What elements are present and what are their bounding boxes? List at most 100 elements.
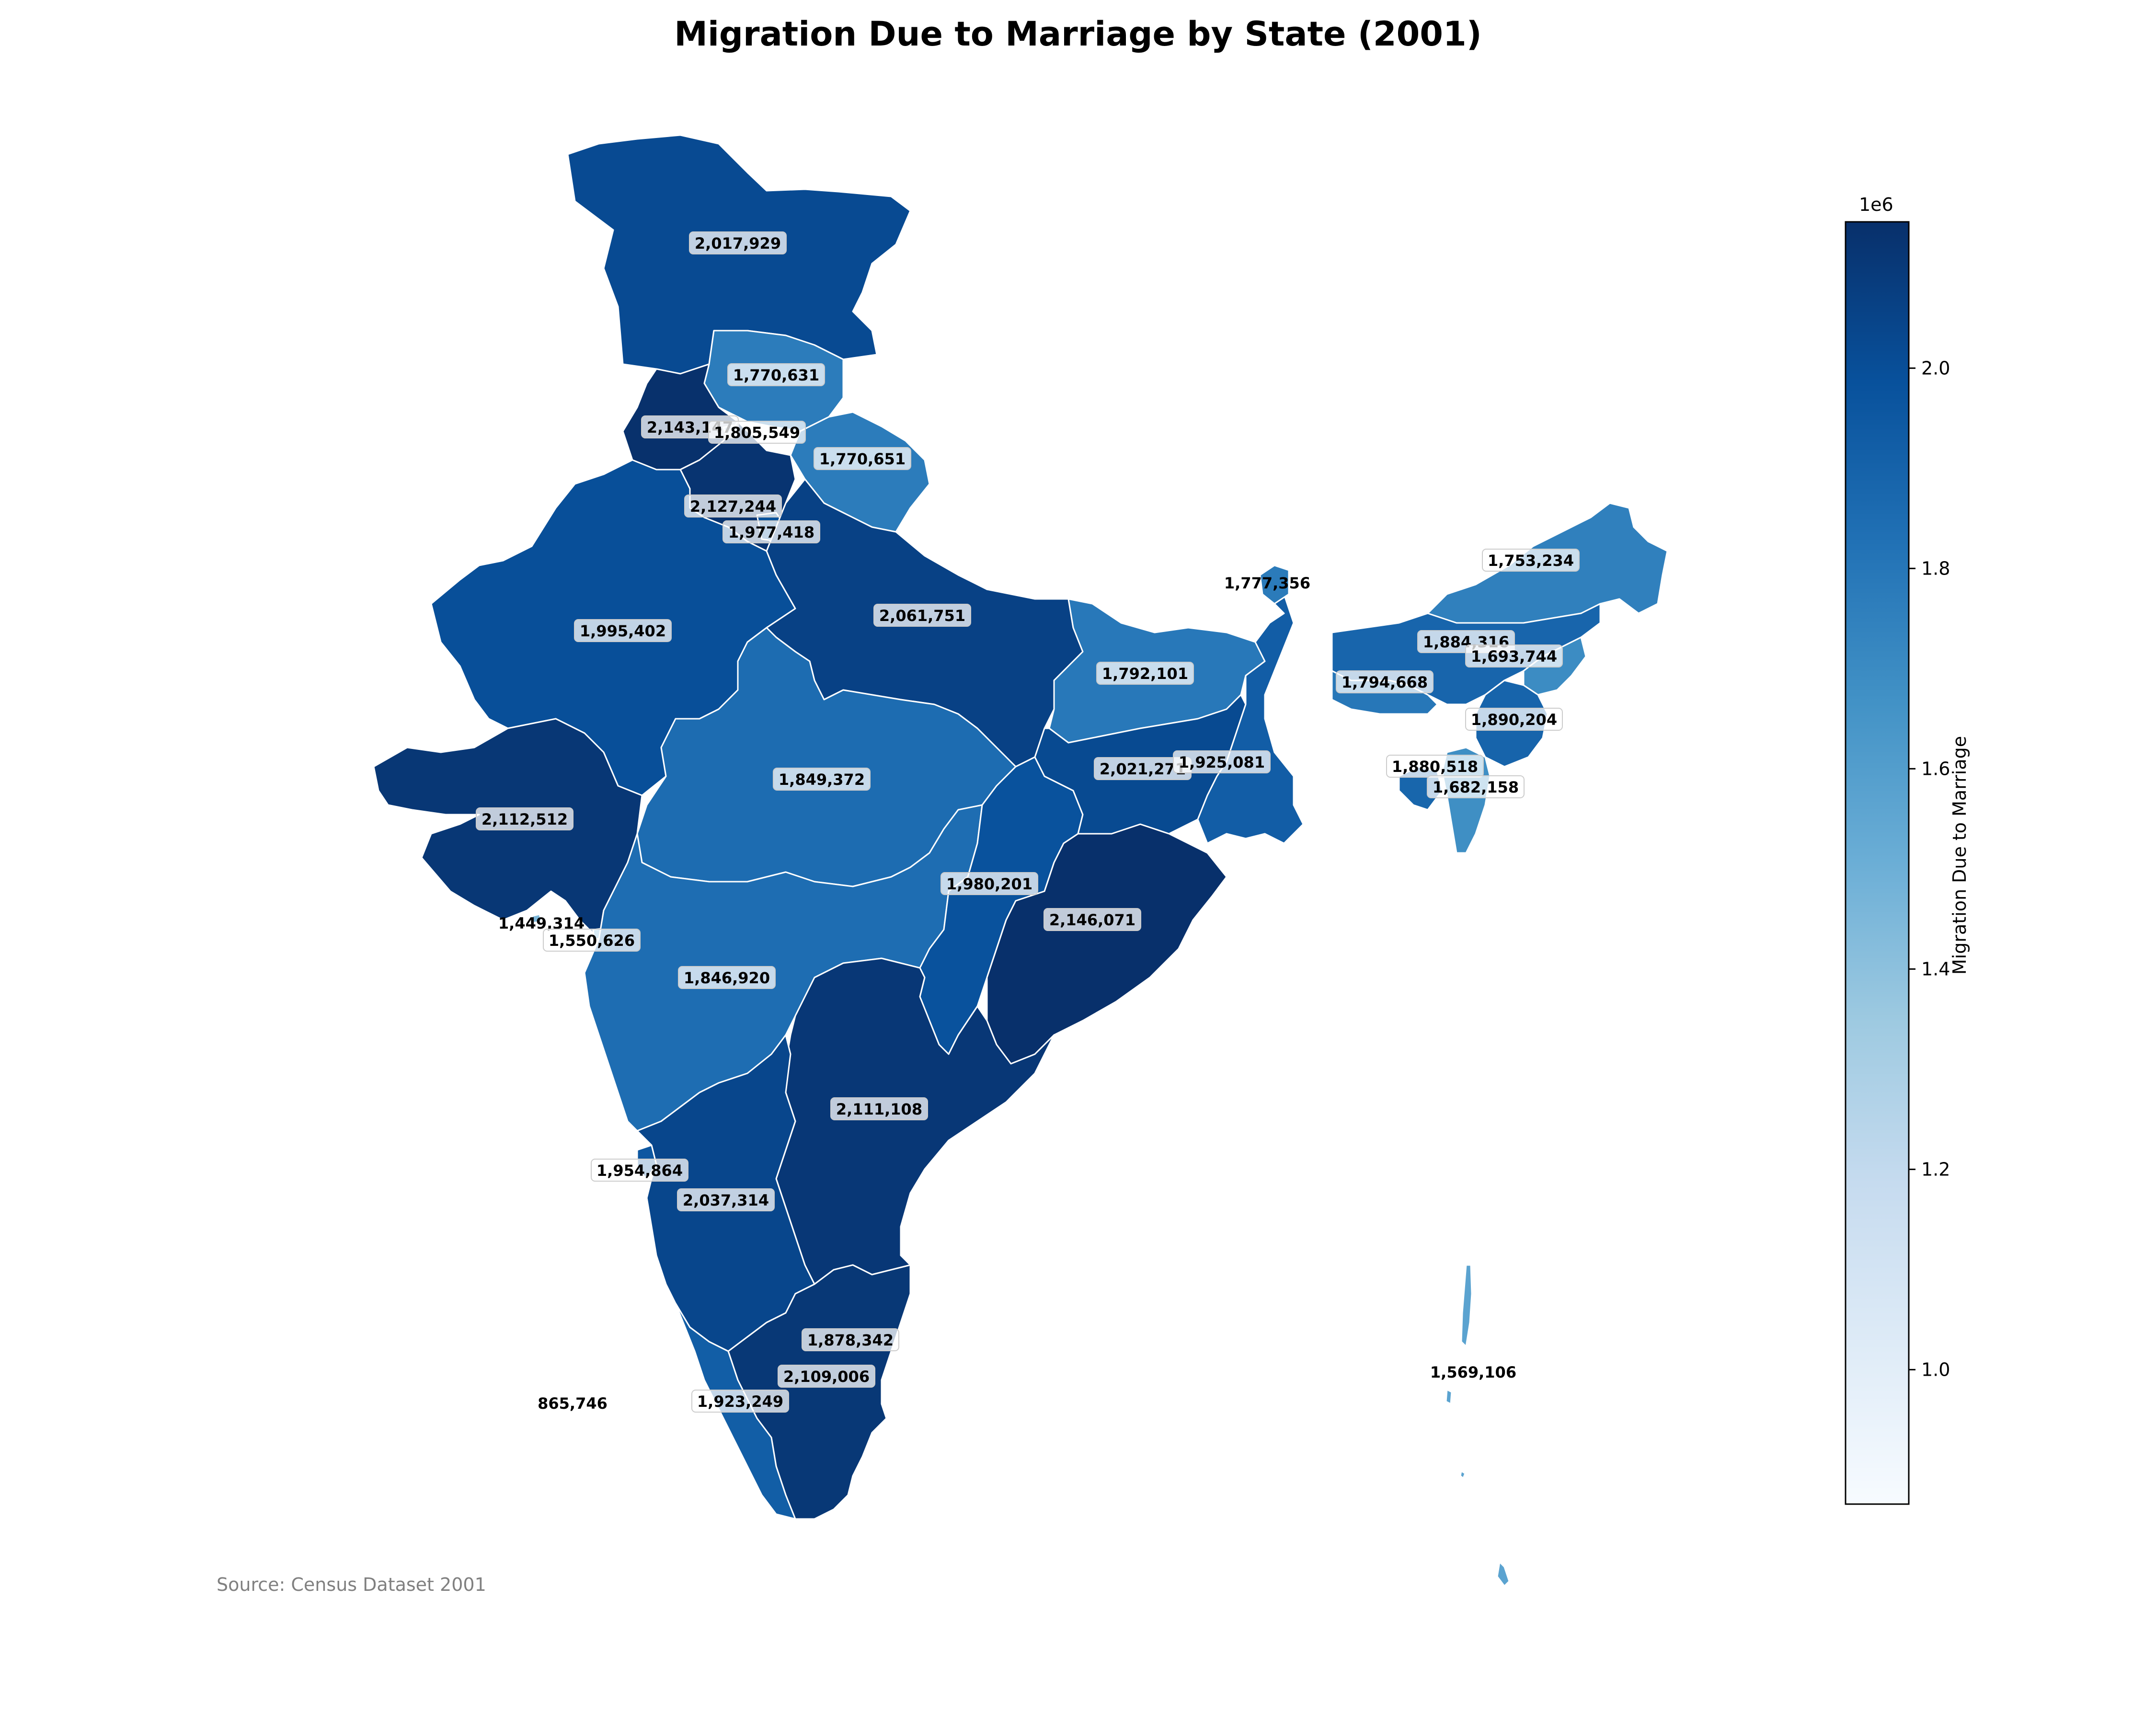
data-label-text: 2,037,314	[683, 1191, 769, 1209]
colorbar-tick-label: 1.0	[1921, 1359, 1950, 1380]
data-label: 1,753,234	[1482, 549, 1580, 572]
data-label-text: 1,849,372	[779, 770, 865, 789]
data-label-box	[708, 421, 806, 444]
data-label-box	[689, 231, 787, 254]
data-label-text: 1,770,631	[733, 366, 819, 384]
data-label-box	[940, 872, 1038, 895]
data-label: 2,111,108	[830, 1097, 928, 1120]
data-label: 2,127,244	[684, 494, 782, 518]
data-label: 1,878,342	[802, 1328, 899, 1351]
data-label: 2,061,751	[873, 604, 971, 627]
data-label-text: 2,017,929	[695, 234, 781, 253]
data-label-box	[691, 1390, 789, 1413]
data-label-box	[778, 1365, 875, 1388]
colorbar: 1.0 1.2 1.4 1.6 1.8 2.0	[1845, 221, 1950, 1505]
data-label-text: 1,794,668	[1342, 673, 1428, 691]
data-label-text: 1,954,864	[596, 1162, 683, 1180]
region-daman-diu	[531, 913, 542, 924]
data-label-text: 1,878,342	[807, 1331, 894, 1349]
data-label: 2,037,314	[677, 1188, 775, 1211]
data-label-text: 1,682,158	[1433, 778, 1519, 796]
data-label-text: 1,923,249	[697, 1392, 783, 1411]
data-label-text: 2,061,751	[879, 607, 965, 625]
data-label-box	[678, 966, 776, 989]
data-label-box	[873, 604, 971, 627]
data-label-text: 2,112,512	[482, 810, 568, 828]
data-label-text: 1,753,234	[1488, 552, 1574, 570]
data-label: 1,880,518	[1386, 755, 1484, 778]
data-label: 1,890,204	[1465, 708, 1563, 731]
data-label: 1,770,651	[814, 447, 911, 470]
data-label-box	[1482, 549, 1580, 572]
data-label: 2,112,512	[476, 807, 573, 830]
data-label-box	[574, 619, 672, 642]
region-lakshadweep	[572, 1398, 575, 1402]
data-label-box	[1427, 775, 1525, 798]
data-label: 1,954,864	[591, 1159, 688, 1182]
data-label: 2,017,929	[689, 231, 787, 254]
data-label: 1,550,626	[543, 929, 641, 952]
colorbar-tick-label: 1.2	[1921, 1159, 1950, 1180]
data-label-text: 1,770,651	[819, 450, 906, 468]
data-label: 1,569,106	[1430, 1363, 1516, 1381]
data-label-box	[1044, 908, 1141, 931]
data-label-text: 1,925,081	[1179, 753, 1265, 771]
data-label-text: 865,746	[538, 1394, 608, 1413]
data-label: 1,980,201	[940, 872, 1038, 895]
data-label-box	[830, 1097, 928, 1120]
data-label-text: 1,980,201	[946, 875, 1032, 893]
data-label-text: 1,693,744	[1471, 647, 1557, 666]
data-label-box	[677, 1188, 775, 1211]
data-label-text: 2,146,071	[1049, 911, 1135, 929]
data-label-text: 2,109,006	[783, 1368, 870, 1386]
colorbar-tick-label: 1.8	[1921, 558, 1950, 579]
data-label-box	[1096, 662, 1194, 685]
colorbar-title: Migration Due to Marriage	[1949, 736, 1970, 975]
data-label-box	[591, 1159, 688, 1182]
data-label-box	[814, 447, 911, 470]
data-label-text: 1,792,101	[1102, 665, 1188, 683]
data-label: 1,925,081	[1173, 750, 1271, 773]
data-label-text: 1,569,106	[1430, 1363, 1516, 1381]
data-label: 1,977,418	[722, 520, 820, 543]
data-label: 865,746	[538, 1394, 608, 1413]
data-label: 1,794,668	[1336, 670, 1434, 693]
source-note: Source: Census Dataset 2001	[217, 1574, 486, 1595]
data-label-text: 1,805,549	[714, 424, 800, 442]
data-label-box	[1336, 670, 1434, 693]
data-label-text: 2,111,108	[836, 1100, 922, 1118]
data-label: 2,146,071	[1044, 908, 1141, 931]
colorbar-tick-label: 1.6	[1921, 758, 1950, 779]
data-label-box	[1465, 708, 1563, 731]
data-label-text: 1,550,626	[549, 932, 635, 950]
data-label: 1,693,744	[1465, 644, 1563, 667]
data-label-box	[802, 1328, 899, 1351]
data-label: 1,777,356	[1224, 574, 1310, 592]
data-label-box	[1173, 750, 1271, 773]
data-label-text: 1,977,418	[728, 523, 814, 541]
map-title: Migration Due to Marriage by State (2001…	[674, 14, 1482, 54]
data-label: 1,682,158	[1427, 775, 1525, 798]
data-label-box	[1465, 644, 1563, 667]
data-label-text: 2,021,271	[1100, 760, 1186, 778]
colorbar-gradient	[1845, 221, 1910, 1505]
data-label: 1,805,549	[708, 421, 806, 444]
colorbar-exponent: 1e6	[1859, 194, 1893, 215]
data-label-box	[684, 494, 782, 518]
data-label: 1,923,249	[691, 1390, 789, 1413]
data-label-text: 1,846,920	[684, 969, 770, 987]
data-label: 1,792,101	[1096, 662, 1194, 685]
region-andaman-nicobar	[1445, 1264, 1510, 1587]
data-label: 1,849,372	[773, 768, 871, 791]
data-label-text: 1,890,204	[1471, 711, 1557, 729]
data-label: 2,109,006	[778, 1365, 875, 1388]
data-label-text: 1,880,518	[1392, 758, 1478, 776]
data-label-box	[773, 768, 871, 791]
data-label: 1,770,631	[727, 363, 825, 386]
colorbar-tick-label: 2.0	[1921, 357, 1950, 379]
colorbar-tick-label: 1.4	[1921, 958, 1950, 979]
data-label: 1,846,920	[678, 966, 776, 989]
data-label-text: 1,995,402	[580, 622, 666, 640]
data-label: 1,995,402	[574, 619, 672, 642]
